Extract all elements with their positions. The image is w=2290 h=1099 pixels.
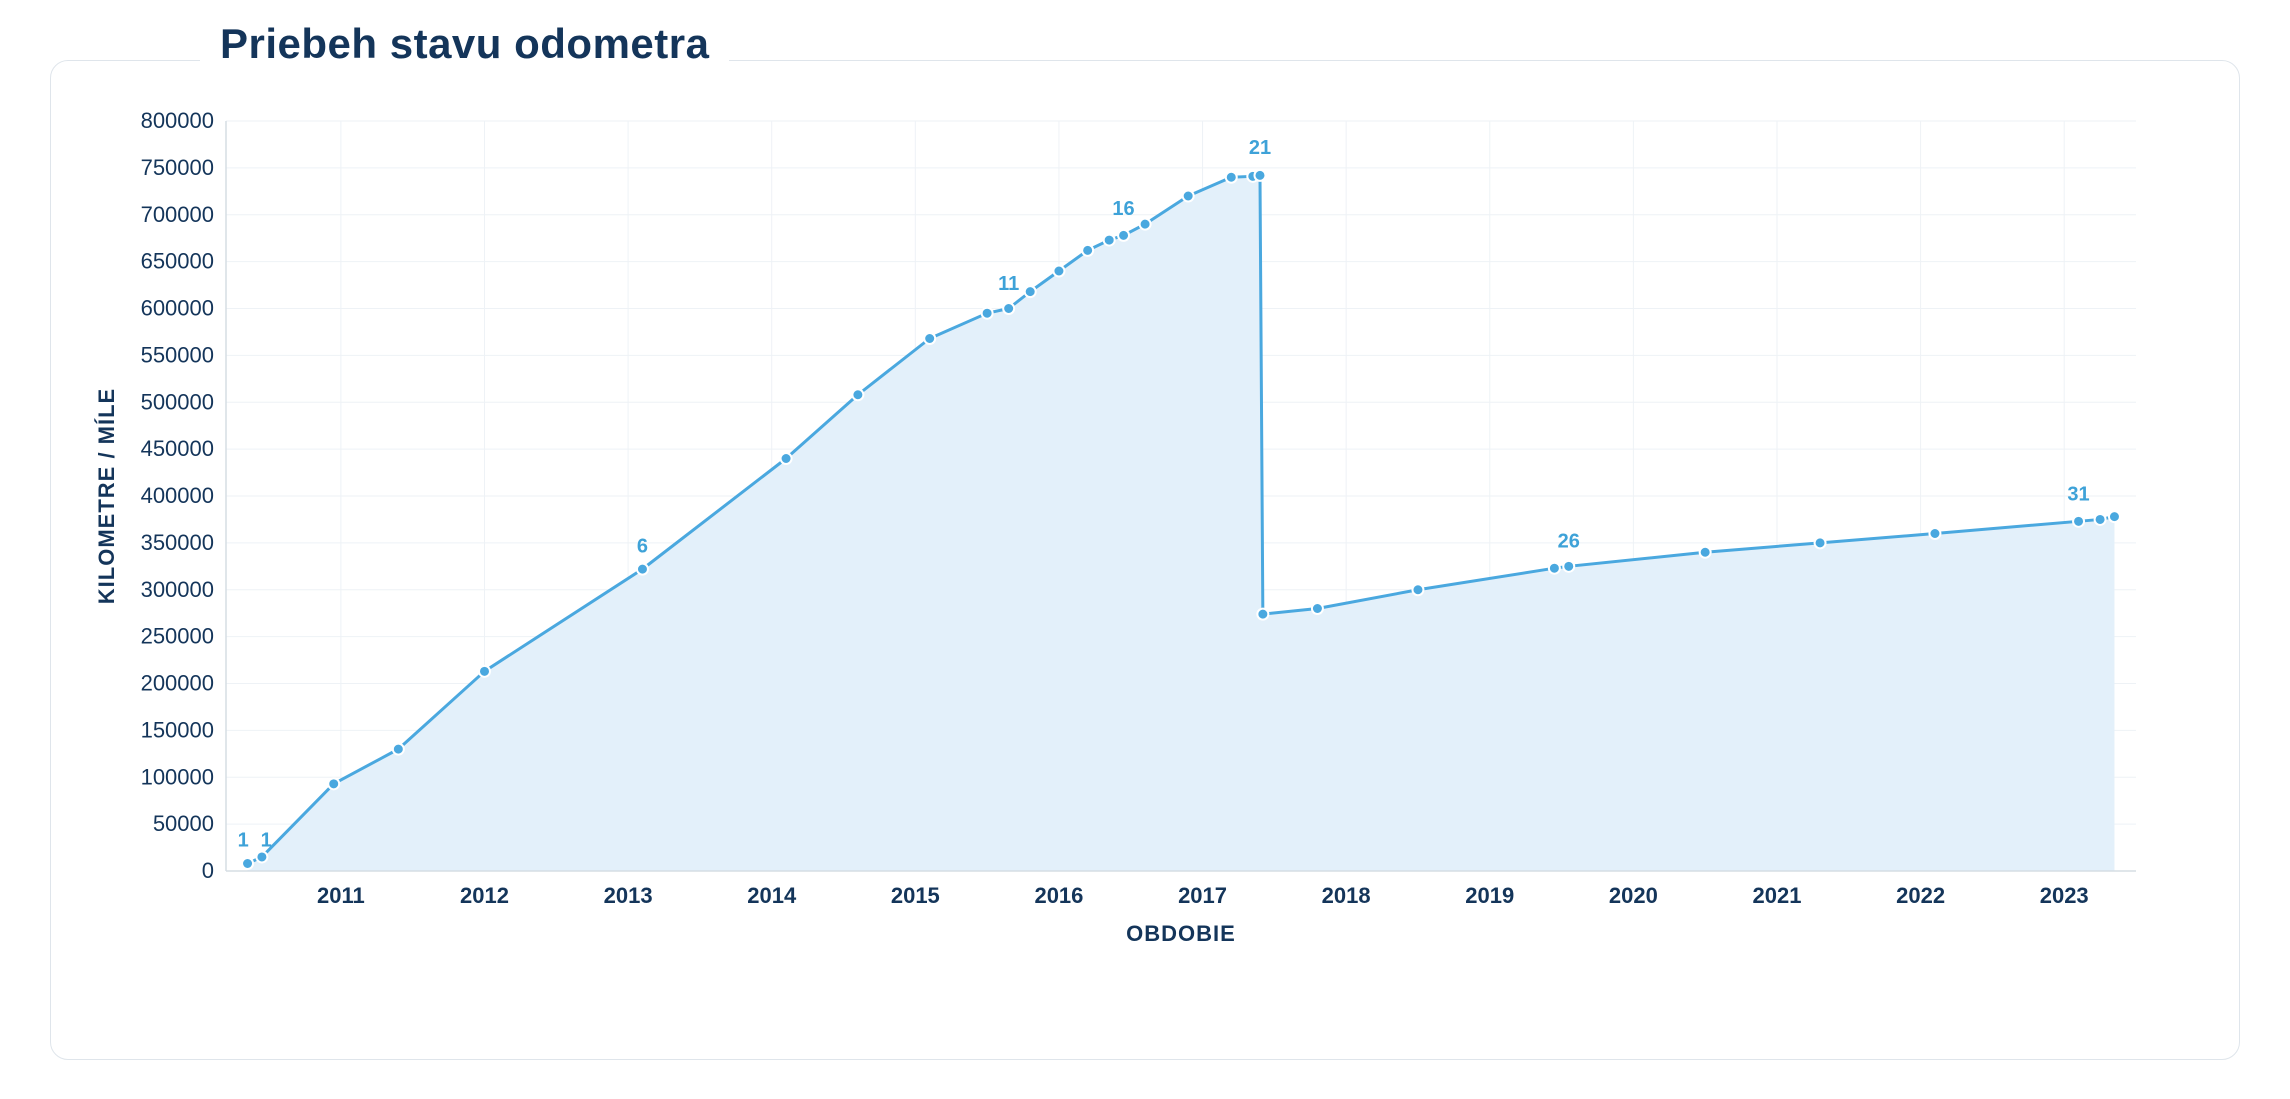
point-label: 11 bbox=[998, 273, 1019, 295]
data-point[interactable] bbox=[1003, 303, 1014, 314]
data-point[interactable] bbox=[1563, 561, 1574, 572]
data-point[interactable] bbox=[256, 851, 267, 862]
x-tick-label: 2021 bbox=[1753, 883, 1802, 908]
data-point[interactable] bbox=[393, 744, 404, 755]
y-tick-label: 150000 bbox=[141, 717, 214, 742]
y-tick-label: 650000 bbox=[141, 249, 214, 274]
point-label: 1 bbox=[261, 830, 272, 852]
y-tick-label: 550000 bbox=[141, 342, 214, 367]
data-point[interactable] bbox=[1312, 603, 1323, 614]
x-tick-label: 2020 bbox=[1609, 883, 1658, 908]
data-point[interactable] bbox=[1082, 245, 1093, 256]
y-tick-label: 200000 bbox=[141, 671, 214, 696]
data-point[interactable] bbox=[1815, 537, 1826, 548]
data-point[interactable] bbox=[1140, 219, 1151, 230]
point-label: 26 bbox=[1558, 531, 1580, 553]
x-tick-label: 2023 bbox=[2040, 883, 2089, 908]
data-point[interactable] bbox=[1549, 563, 1560, 574]
data-point[interactable] bbox=[2095, 514, 2106, 525]
card-title: Priebeh stavu odometra bbox=[200, 20, 729, 68]
y-tick-label: 500000 bbox=[141, 389, 214, 414]
y-tick-label: 750000 bbox=[141, 155, 214, 180]
data-point[interactable] bbox=[1118, 230, 1129, 241]
data-point[interactable] bbox=[1226, 172, 1237, 183]
data-point[interactable] bbox=[1700, 547, 1711, 558]
point-label: 21 bbox=[1249, 137, 1271, 159]
x-tick-label: 2015 bbox=[891, 883, 940, 908]
x-tick-label: 2022 bbox=[1896, 883, 1945, 908]
x-tick-label: 2017 bbox=[1178, 883, 1227, 908]
y-tick-label: 400000 bbox=[141, 483, 214, 508]
point-label: 6 bbox=[637, 535, 648, 557]
x-tick-label: 2011 bbox=[317, 883, 365, 908]
data-point[interactable] bbox=[242, 858, 253, 869]
x-tick-label: 2018 bbox=[1322, 883, 1371, 908]
y-axis-title: KILOMETRE / MÍLE bbox=[94, 388, 119, 604]
data-point[interactable] bbox=[328, 778, 339, 789]
data-point[interactable] bbox=[852, 389, 863, 400]
data-point[interactable] bbox=[479, 666, 490, 677]
y-tick-label: 700000 bbox=[141, 202, 214, 227]
x-tick-label: 2016 bbox=[1034, 883, 1083, 908]
x-tick-label: 2014 bbox=[747, 883, 797, 908]
data-point[interactable] bbox=[2073, 516, 2084, 527]
data-point[interactable] bbox=[982, 308, 993, 319]
y-tick-label: 450000 bbox=[141, 436, 214, 461]
x-tick-label: 2012 bbox=[460, 883, 509, 908]
y-tick-label: 600000 bbox=[141, 296, 214, 321]
point-label: 1 bbox=[238, 830, 249, 852]
x-tick-label: 2019 bbox=[1465, 883, 1514, 908]
data-point[interactable] bbox=[1254, 170, 1265, 181]
data-point[interactable] bbox=[1183, 191, 1194, 202]
data-point[interactable] bbox=[1025, 286, 1036, 297]
point-label: 16 bbox=[1112, 198, 1134, 220]
data-point[interactable] bbox=[1104, 235, 1115, 246]
data-point[interactable] bbox=[924, 333, 935, 344]
y-tick-label: 350000 bbox=[141, 530, 214, 555]
odometer-chart-card: 0 50000 100000 150000 200000 250000 300000 3500… bbox=[50, 60, 2240, 1060]
data-point[interactable] bbox=[637, 564, 648, 575]
y-tick-label: 50000 bbox=[153, 811, 214, 836]
y-tick-label: 0 bbox=[202, 858, 214, 883]
y-tick-label: 100000 bbox=[141, 764, 214, 789]
y-tick-label: 300000 bbox=[141, 577, 214, 602]
y-tick-label: 800000 bbox=[141, 108, 214, 133]
y-tick-label: 250000 bbox=[141, 624, 214, 649]
x-tick-label: 2013 bbox=[604, 883, 653, 908]
data-point[interactable] bbox=[1257, 609, 1268, 620]
odometer-line-chart: 0 50000 100000 150000 200000 250000 300000 3500… bbox=[51, 61, 2171, 1011]
data-point[interactable] bbox=[1412, 584, 1423, 595]
x-axis-title: OBDOBIE bbox=[1126, 921, 1236, 946]
data-point[interactable] bbox=[1053, 266, 1064, 277]
point-label: 31 bbox=[2067, 484, 2089, 506]
data-point[interactable] bbox=[2109, 511, 2120, 522]
data-point[interactable] bbox=[781, 453, 792, 464]
data-point[interactable] bbox=[1929, 528, 1940, 539]
